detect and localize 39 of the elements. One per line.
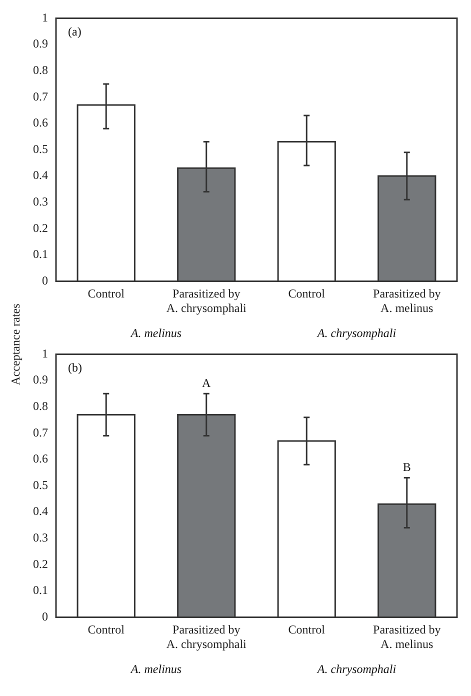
y-tick-label: 0 [42, 273, 48, 288]
y-tick-label: 0.9 [33, 36, 48, 51]
x-tick-label: Control [288, 286, 326, 301]
text: A. chrysomphali [316, 326, 396, 340]
text: A. melinus [130, 662, 182, 676]
y-tick-label: 0.2 [33, 556, 48, 571]
y-tick-label: 0.9 [33, 372, 48, 387]
y-tick-label: 0.3 [33, 194, 48, 208]
x-tick-label: Control [288, 622, 326, 637]
annotation: B [402, 460, 411, 474]
y-tick-label: 0.5 [33, 142, 48, 156]
y-tick-label: 0.4 [33, 504, 48, 518]
y-tick-label: 0.1 [33, 247, 48, 262]
x-tick-label: Control [88, 622, 126, 637]
text: A. chrysomphali [316, 662, 396, 676]
y-tick-label: 0 [42, 609, 48, 624]
text: (a) [68, 24, 82, 38]
y-tick-label: 0.2 [33, 220, 48, 235]
y-tick-label: 0.5 [33, 478, 48, 492]
y-tick-label: 0.6 [33, 116, 48, 130]
annotation: A [202, 376, 212, 390]
y-tick-label: 0.4 [33, 168, 48, 182]
y-axis-title: Acceptance rates [8, 303, 24, 385]
x-tick-label: Parasitized by A. melinus [373, 286, 441, 315]
y-tick-label: 1 [42, 346, 48, 360]
y-tick-label: 0.1 [33, 583, 48, 598]
x-tick-label: Parasitized by A. chrysomphali [166, 622, 248, 651]
text: A. melinus [130, 326, 182, 340]
y-tick-label: 0.8 [33, 62, 48, 77]
x-tick-label: Parasitized by A. chrysomphali [166, 286, 248, 315]
x-tick-label: Parasitized by A. melinus [373, 622, 441, 651]
y-tick-label: 0.7 [33, 89, 48, 104]
x-tick-label: Control [88, 286, 126, 301]
y-tick-label: 0.8 [33, 398, 48, 413]
text: (b) [68, 360, 82, 374]
y-tick-label: 0.7 [33, 425, 48, 440]
y-tick-label: 0.3 [33, 530, 48, 544]
y-tick-label: 0.6 [33, 452, 48, 466]
y-tick-label: 1 [42, 10, 48, 24]
